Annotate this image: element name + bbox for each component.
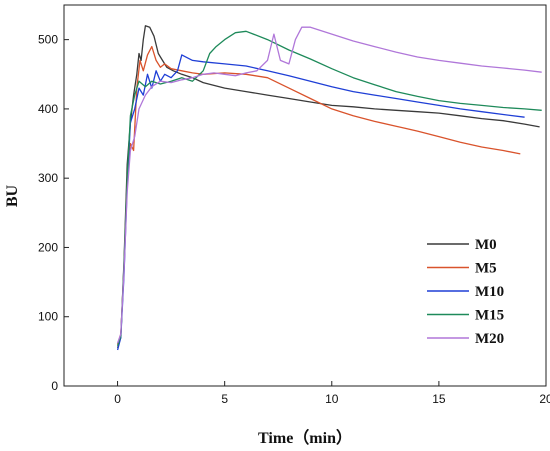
x-tick-label: 15 bbox=[432, 392, 446, 406]
y-tick-label: 0 bbox=[51, 379, 58, 393]
legend-label-m20: M20 bbox=[475, 331, 504, 347]
series-line-m20 bbox=[116, 26, 542, 344]
series-line-m5 bbox=[116, 45, 521, 345]
legend-label-m15: M15 bbox=[475, 308, 504, 324]
series-line-m10 bbox=[116, 54, 525, 351]
x-axis-title: Time（min） bbox=[258, 429, 352, 447]
x-tick-label: 10 bbox=[325, 392, 339, 406]
y-tick-label: 100 bbox=[38, 310, 58, 324]
x-tick-label: 20 bbox=[539, 392, 550, 406]
y-tick-label: 500 bbox=[38, 33, 58, 47]
legend-label-m10: M10 bbox=[475, 284, 504, 300]
y-tick-label: 300 bbox=[38, 171, 58, 185]
legend: M0 M5 M10 M15 M20 bbox=[427, 237, 504, 347]
y-tick-label: 400 bbox=[38, 102, 58, 116]
plot-frame bbox=[63, 4, 547, 387]
y-tick-label: 200 bbox=[38, 240, 58, 254]
series-line-m0 bbox=[116, 25, 540, 349]
y-axis-title: BU bbox=[4, 184, 21, 207]
series-layer bbox=[116, 25, 542, 351]
legend-label-m0: M0 bbox=[475, 237, 497, 253]
series-line-m15 bbox=[116, 30, 542, 347]
x-tick-label: 0 bbox=[114, 392, 121, 406]
x-tick-label: 5 bbox=[221, 392, 228, 406]
axis-layer: 0 100 200 300 400 500 0 5 10 15 20 bbox=[38, 33, 550, 406]
legend-label-m5: M5 bbox=[475, 261, 497, 277]
